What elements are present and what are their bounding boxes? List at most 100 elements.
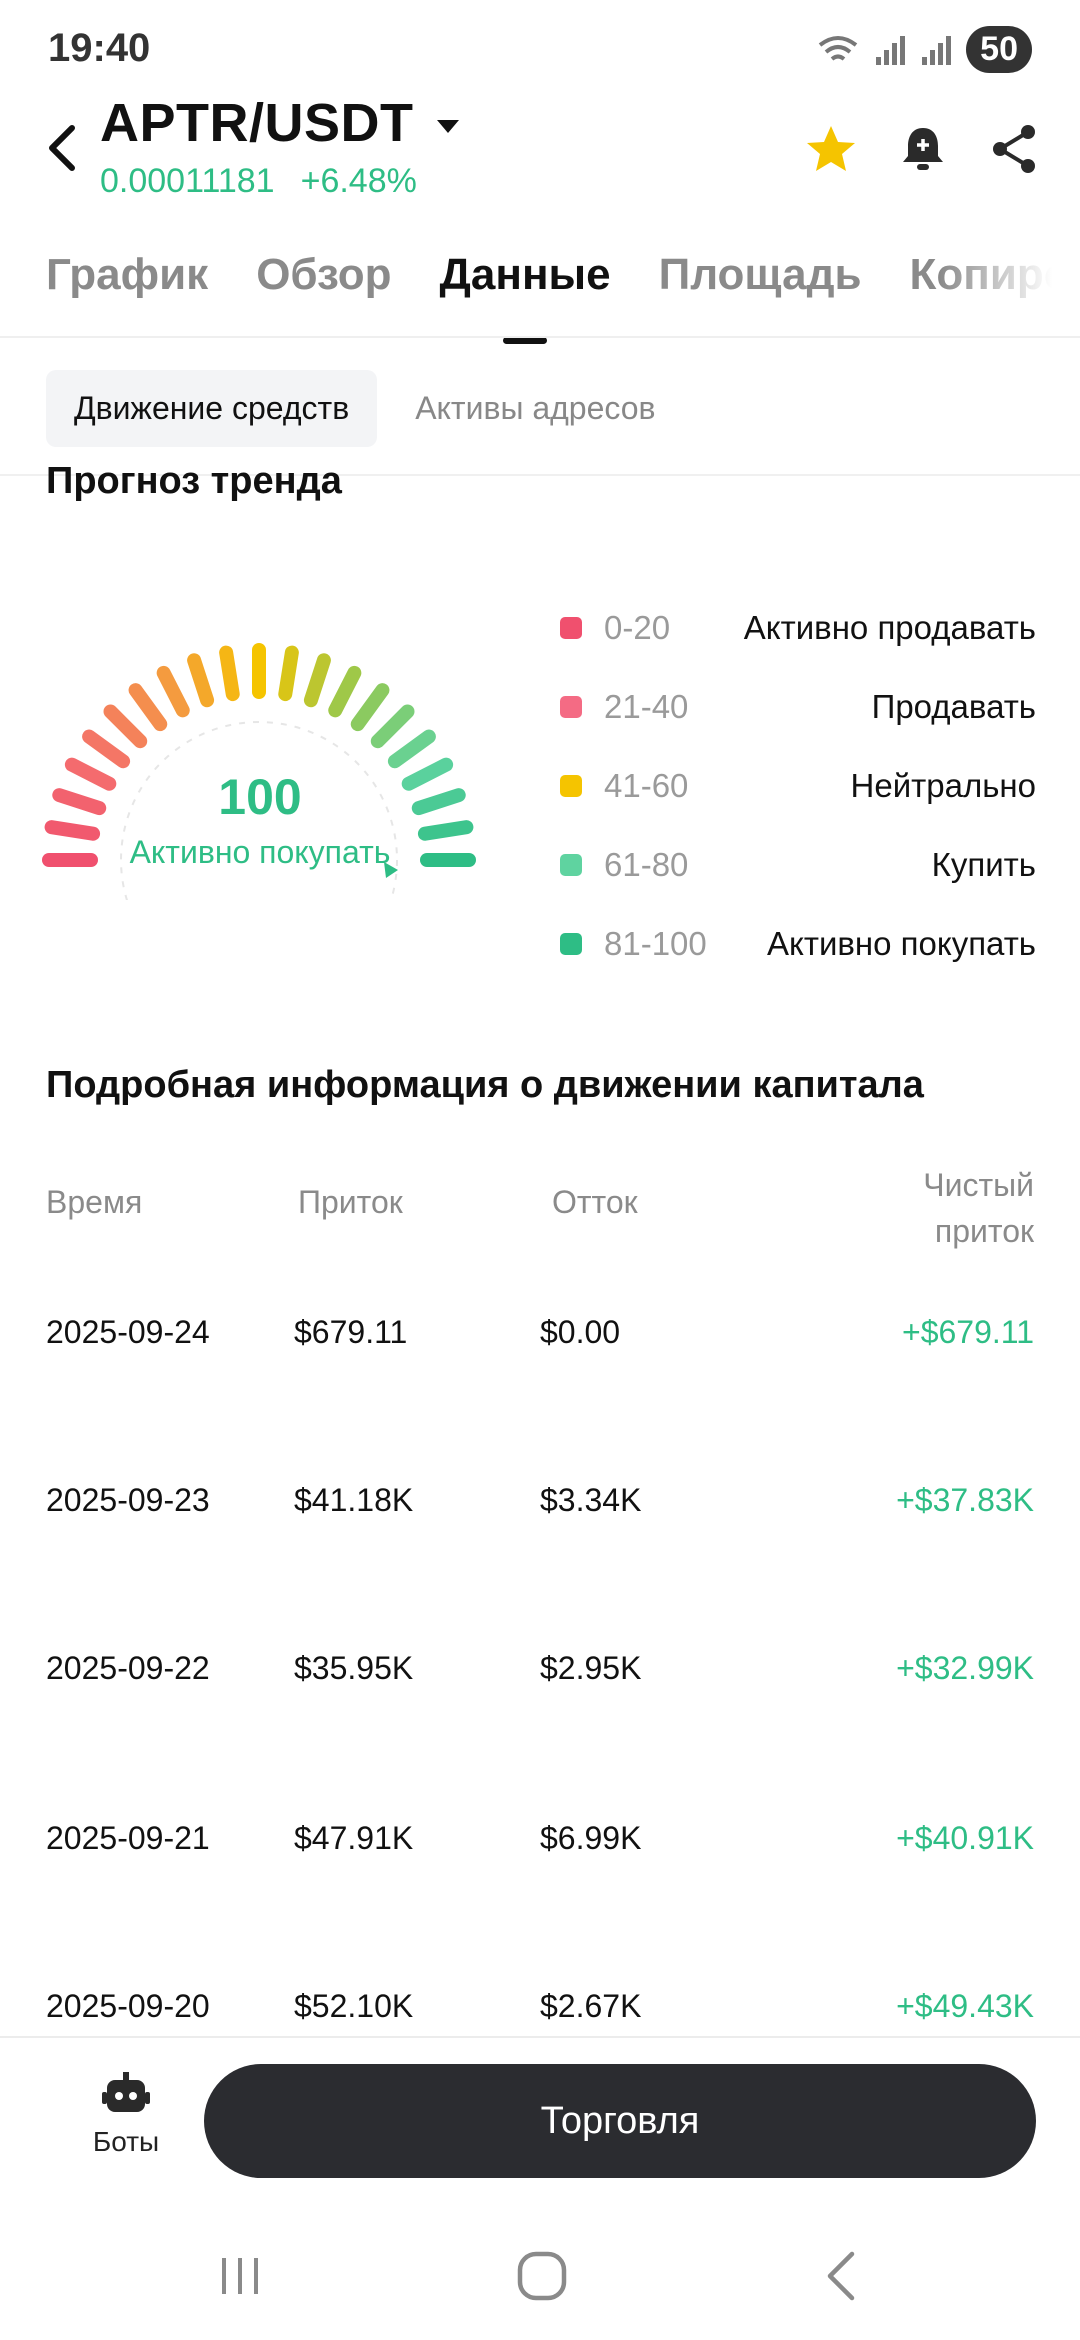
robot-icon [102,2072,150,2112]
gauge-segment [82,729,131,769]
row-date: 2025-09-24 [46,1314,210,1350]
row-inflow: $52.10K [294,1988,414,2024]
table-row: 2025-09-24 $679.11 $0.00 +$679.11 [46,1314,1034,1374]
segment-control: Движение средств Активы адресов [46,370,684,447]
trend-gauge [42,643,476,900]
legend-range: 81-100 [604,924,707,962]
trend-title: Прогноз тренда [46,460,342,502]
pair-name: APTR/USDT [100,93,414,153]
row-outflow: $6.99K [540,1820,642,1856]
row-outflow: $2.67K [540,1988,642,2024]
tab-square[interactable]: Площадь [658,250,862,299]
row-outflow: $0.00 [540,1314,621,1350]
row-date: 2025-09-21 [46,1820,210,1856]
row-inflow: $35.95K [294,1650,414,1686]
legend-range: 61-80 [604,845,689,883]
row-date: 2025-09-22 [46,1650,210,1686]
pair-selector[interactable]: APTR/USDT [100,92,461,154]
share-icon[interactable] [984,118,1046,180]
legend-label: Активно продавать [743,608,1036,646]
trade-button-label: Торговля [540,2099,700,2142]
signal-icon-2 [922,35,952,65]
tab-chart[interactable]: График [46,250,209,299]
legend-range: 41-60 [604,766,689,804]
col-header-net: Чистый приток [923,1162,1034,1254]
legend-item: 21-40 Продавать [560,667,1036,746]
legend-dot [560,853,582,876]
legend-dot [560,695,582,718]
back-arrow-icon[interactable] [42,118,82,178]
table-row: 2025-09-22 $35.95K $2.95K +$32.99K [46,1650,1034,1710]
gauge-segment [156,665,190,718]
gauge-segment [219,645,240,702]
caret-down-icon [437,119,460,133]
legend-dot [560,616,582,639]
signal-icon [876,35,906,65]
row-date: 2025-09-20 [46,1988,210,2024]
col-header-net-line: приток [934,1213,1034,1249]
legend-item: 0-20 Активно продавать [560,588,1036,667]
price-alert-bell-icon[interactable] [892,118,954,180]
col-header-net-line: Чистый [923,1167,1034,1203]
col-header-time: Время [46,1184,143,1220]
gauge-segment [103,704,148,749]
capital-title: Подробная информация о движении капитала [46,1064,924,1106]
legend-item: 61-80 Купить [560,825,1036,904]
legend-label: Активно покупать [767,924,1036,962]
home-icon[interactable] [512,2246,572,2306]
tab-fade [940,240,1080,320]
row-outflow: $3.34K [540,1482,642,1518]
divider [0,336,1080,338]
divider [0,474,1080,476]
bots-button[interactable]: Боты [66,2070,186,2158]
legend-dot [560,774,582,797]
trade-button[interactable]: Торговля [204,2064,1036,2178]
gauge-segment [370,704,415,749]
gauge-segment [128,683,168,732]
gauge-segment [44,820,101,841]
price-row: 0.00011181 +6.48% [100,162,417,201]
battery-indicator: 50 [966,26,1032,73]
row-date: 2025-09-23 [46,1482,210,1518]
favorite-star-icon[interactable] [800,118,862,180]
tab-data[interactable]: Данные [439,250,611,344]
gauge-segment [417,820,474,841]
bots-label: Боты [92,2126,160,2157]
legend-label: Купить [931,845,1036,883]
status-time: 19:40 [48,26,151,70]
legend-label: Продавать [871,687,1036,725]
row-outflow: $2.95K [540,1650,642,1686]
gauge-label: Активно покупать [129,834,391,870]
segment-fund-flow[interactable]: Движение средств [46,370,378,447]
gauge-segment [387,729,436,769]
tab-overview[interactable]: Обзор [256,250,392,299]
last-price: 0.00011181 [100,162,275,200]
legend-dot [560,932,582,955]
legend-label: Нейтрально [850,766,1036,804]
row-inflow: $41.18K [294,1482,414,1518]
row-net: +$679.11 [902,1314,1034,1350]
gauge-segment [328,665,362,718]
row-net: +$37.83K [896,1482,1034,1518]
table-row: 2025-09-20 $52.10K $2.67K +$49.43K [46,1988,1034,2048]
system-back-icon[interactable] [814,2246,874,2306]
divider [0,2036,1080,2038]
wifi-icon [818,35,858,61]
row-inflow: $47.91K [294,1820,414,1856]
gauge-segment [52,788,107,816]
row-net: +$32.99K [896,1650,1034,1686]
legend-item: 81-100 Активно покупать [560,904,1036,983]
gauge-segment [187,653,215,708]
table-row: 2025-09-23 $41.18K $3.34K +$37.83K [46,1482,1034,1542]
gauge-segment [411,788,466,816]
legend-range: 21-40 [604,687,689,725]
legend-range: 0-20 [604,608,671,646]
recent-apps-icon[interactable] [210,2246,270,2306]
price-change: +6.48% [300,162,417,200]
status-icons: 50 [816,26,1032,73]
segment-address-assets[interactable]: Активы адресов [415,390,656,426]
col-header-inflow: Приток [298,1184,403,1220]
legend-item: 41-60 Нейтрально [560,746,1036,825]
row-net: +$40.91K [896,1820,1034,1856]
gauge-score: 100 [218,769,302,825]
